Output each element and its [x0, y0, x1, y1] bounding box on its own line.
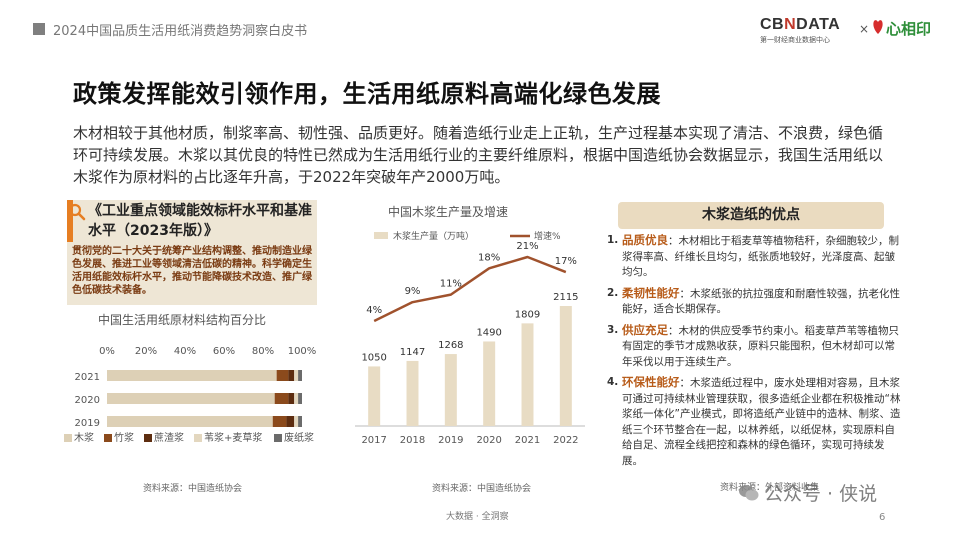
x-tick-label: 0%: [99, 346, 115, 357]
bar-data-label: 1809: [515, 309, 540, 320]
list-item: 1. 品质优良：木材相比于稻麦草等植物秸秆，杂细胞较少，制浆得率高、纤维长且均匀，…: [607, 233, 899, 278]
list-item: 4. 环保性能好：木浆造纸过程中，废水处理相对容易，且木浆可通过可持续林业管理获取…: [607, 375, 901, 467]
legend-label: 竹浆: [114, 431, 134, 444]
bar: [521, 323, 534, 426]
legend-label: 废纸浆: [284, 431, 314, 444]
stacked-bar-segment: [107, 393, 275, 404]
material-structure-chart: 中国生活用纸原材料结构百分比 0% 20% 40% 60% 80% 100% 2021 2020…: [64, 312, 317, 444]
page-number: 6: [879, 512, 886, 523]
watermark: 公众号 · 侠说: [738, 479, 877, 506]
stacked-bar-segment: [107, 370, 277, 381]
policy-accent-bar: [67, 200, 73, 242]
stacked-bar-segment: [298, 393, 302, 404]
x-tick-label: 80%: [252, 346, 274, 357]
legend-swatch: [194, 434, 202, 442]
bar: [368, 366, 381, 426]
line-data-label: 21%: [516, 241, 538, 252]
advantages-source: 资料来源：外部资料收集: [720, 483, 820, 493]
header-title: 2024中国品质生活用纸消费趋势洞察白皮书: [53, 24, 308, 39]
legend-swatch: [64, 434, 72, 442]
legend-label: 木浆生产量（万吨）: [393, 230, 474, 242]
stacked-bar-segment: [286, 416, 295, 427]
category-label: 2019: [75, 418, 100, 429]
bar: [444, 354, 457, 426]
growth-line: [373, 255, 567, 323]
legend-swatch: [374, 232, 388, 239]
legend-swatch: [104, 434, 112, 442]
x-tick-label: 40%: [174, 346, 196, 357]
header-square-icon: [33, 23, 45, 35]
search-icon: [68, 203, 86, 221]
chart2-source: 资料来源：中国造纸协会: [432, 484, 532, 494]
stacked-bar-segment: [107, 416, 273, 427]
policy-body: 贯彻党的二十大关于统筹产业结构调整、推动制造业绿色发展、推进工业等领域清洁低碳的…: [72, 246, 312, 296]
x-tick-label: 2022: [553, 435, 578, 446]
intro-paragraph: 木材相较于其他材质，制浆率高、韧性强、品质更好。随着造纸行业走上正轨，生产过程基…: [73, 124, 884, 186]
line-data-label: 18%: [478, 252, 500, 263]
legend-label: 蔗渣浆: [154, 431, 184, 444]
stacked-bar-segment: [294, 393, 299, 404]
brand-logo: 心相印: [873, 20, 931, 38]
policy-title: 《工业重点领域能效标杆水平和基准水平（2023年版）》: [88, 203, 312, 239]
legend-label: 苇浆+麦草浆: [204, 431, 262, 444]
stacked-bar-segment: [288, 370, 295, 381]
bar-data-label: 1147: [400, 347, 425, 358]
legend-swatch: [144, 434, 152, 442]
line-data-label: 11%: [440, 279, 462, 290]
x-tick-label: 2018: [400, 435, 425, 446]
advantages-header: 木浆造纸的优点: [618, 202, 884, 229]
x-tick-label: 2020: [476, 435, 501, 446]
policy-box: [67, 200, 317, 305]
stacked-bar-segment: [288, 393, 295, 404]
x-tick-label: 2017: [361, 435, 386, 446]
stacked-bar-segment: [294, 370, 299, 381]
advantages-list: 1. 品质优良：木材相比于稻麦草等植物秸秆，杂细胞较少，制浆得率高、纤维长且均匀，…: [604, 233, 904, 474]
bar: [483, 341, 496, 426]
category-label: 2020: [75, 395, 100, 406]
bar-data-label: 1050: [361, 352, 386, 363]
line-data-label: 9%: [405, 286, 421, 297]
legend-label: 木浆: [74, 431, 94, 444]
stacked-bar-segment: [276, 370, 289, 381]
stacked-bar-segment: [298, 416, 302, 427]
stacked-bar-segment: [272, 416, 287, 427]
stacked-bar-segment: [274, 393, 289, 404]
list-item: 2. 柔韧性能好：木浆纸张的抗拉强度和耐磨性较强，抗老化性能好，适合长期保存。: [607, 285, 900, 316]
legend-swatch: [274, 434, 282, 442]
category-label: 2021: [75, 372, 100, 383]
x-tick-label: 2019: [438, 435, 463, 446]
x-tick-label: 100%: [288, 346, 317, 357]
cbndata-logo: CBNDATA 第一财经商业数据中心: [760, 16, 841, 44]
bar-data-label: 1268: [438, 340, 463, 351]
bar: [406, 360, 419, 426]
bar-data-label: 2115: [553, 292, 578, 303]
bar: [559, 306, 572, 426]
footer-text: 大数据 · 全洞察: [446, 512, 509, 522]
page-title: 政策发挥能效引领作用，生活用纸原料高端化绿色发展: [73, 80, 661, 108]
chart2-title: 中国木浆生产量及增速: [388, 204, 508, 219]
chart1-title: 中国生活用纸原材料结构百分比: [98, 312, 266, 327]
chart1-source: 资料来源：中国造纸协会: [143, 484, 243, 494]
bar-data-label: 1490: [476, 327, 501, 338]
svg-text:心相印: 心相印: [886, 20, 931, 38]
x-tick-label: 20%: [135, 346, 157, 357]
legend-label: 增速%: [534, 230, 561, 242]
logo-separator: ×: [859, 22, 870, 36]
x-tick-label: 2021: [515, 435, 540, 446]
line-data-label: 4%: [366, 305, 382, 316]
stacked-bar-segment: [298, 370, 302, 381]
stacked-bar-segment: [294, 416, 299, 427]
line-data-label: 17%: [555, 256, 577, 267]
wechat-icon: [739, 485, 759, 501]
x-tick-label: 60%: [213, 346, 235, 357]
list-item: 3. 供应充足：木材的供应受季节约束小。稻麦草芦苇等植物只有固定的季节才成熟收获，…: [607, 322, 899, 368]
